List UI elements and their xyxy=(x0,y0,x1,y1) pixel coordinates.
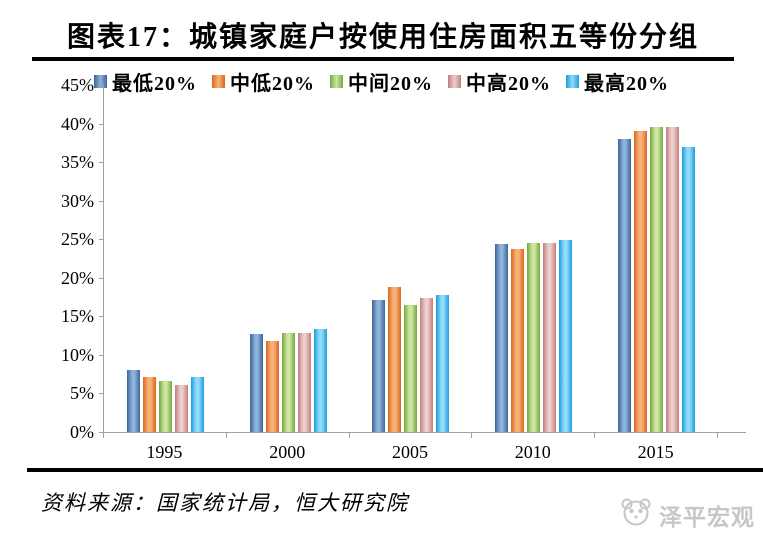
bar-最低20%-2005 xyxy=(372,300,386,432)
bar-group-2005 xyxy=(350,85,473,432)
x-axis-tick xyxy=(471,433,472,438)
y-axis-tick-label: 10% xyxy=(61,344,94,365)
bar-中低20%-2005 xyxy=(388,287,402,432)
chart-title: 图表17：城镇家庭户按使用住房面积五等份分组 xyxy=(67,22,700,53)
bar-最高20%-1995 xyxy=(190,376,204,432)
x-axis-label-2005: 2005 xyxy=(391,442,428,462)
x-axis-tick xyxy=(103,433,104,438)
chart-area: 最低20% 中低20% 中间20% 中高20% 最高20% 1995 2000 2005 20… xyxy=(0,62,763,465)
bar-最高20%-2010 xyxy=(559,240,573,432)
x-axis-label-2015: 2015 xyxy=(637,442,674,462)
legend-item-4: 中高20% xyxy=(448,67,551,96)
y-axis-tick-label: 30% xyxy=(61,190,94,211)
bar-最低20%-2010 xyxy=(495,243,509,432)
y-axis-tick-label: 40% xyxy=(61,113,94,134)
y-axis-tick xyxy=(99,85,104,86)
x-axis-tick xyxy=(594,433,595,438)
bar-最低20%-1995 xyxy=(126,369,140,432)
y-axis-tick xyxy=(99,123,104,125)
x-axis-tick xyxy=(349,433,350,438)
legend-item-3: 中间20% xyxy=(330,67,433,96)
y-axis-tick-label: 15% xyxy=(61,306,94,327)
x-axis-label-2010: 2010 xyxy=(514,442,551,462)
bar-中低20%-2015 xyxy=(634,131,648,432)
bar-groups xyxy=(104,85,718,432)
bar-最低20%-2000 xyxy=(249,334,263,432)
bar-中间20%-2005 xyxy=(404,304,418,432)
legend-item-1: 最低20% xyxy=(94,67,197,96)
y-axis-tick xyxy=(99,277,104,279)
bar-中间20%-2015 xyxy=(650,127,664,432)
bar-中间20%-1995 xyxy=(158,381,172,432)
footer-divider-rule xyxy=(27,468,763,472)
plot-area xyxy=(103,85,746,433)
y-axis-tick xyxy=(99,316,104,318)
bar-最高20%-2005 xyxy=(436,294,450,432)
bar-最高20%-2015 xyxy=(682,146,696,432)
bar-中低20%-2000 xyxy=(265,341,279,432)
y-axis-tick xyxy=(99,200,104,202)
watermark-text: 泽平宏观 xyxy=(659,504,755,530)
bar-中高20%-2010 xyxy=(543,243,557,432)
panda-logo-icon xyxy=(619,496,653,533)
y-axis-tick-label: 25% xyxy=(61,229,94,250)
bar-group-2015 xyxy=(595,85,718,432)
y-axis-tick xyxy=(99,239,104,241)
legend-label: 中低20% xyxy=(230,73,315,95)
bar-中高20%-2005 xyxy=(420,297,434,432)
y-axis-tick xyxy=(99,354,104,356)
x-axis-label-2000: 2000 xyxy=(269,442,306,462)
legend-swatch-icon xyxy=(94,75,107,88)
legend-swatch-icon xyxy=(330,75,343,88)
watermark: 泽平宏观 xyxy=(619,496,755,533)
y-axis-tick-label: 0% xyxy=(70,422,94,442)
chart-legend: 最低20% 中低20% 中间20% 中高20% 最高20% xyxy=(0,67,763,96)
title-divider-rule xyxy=(32,57,734,61)
legend-label: 最低20% xyxy=(112,73,197,95)
legend-label: 中高20% xyxy=(466,73,551,95)
bar-group-2000 xyxy=(227,85,350,432)
bar-中低20%-2010 xyxy=(511,249,525,432)
source-note: 资料来源：国家统计局，恒大研究院 xyxy=(41,491,409,515)
legend-swatch-icon xyxy=(448,75,461,88)
x-axis-tick xyxy=(717,433,718,438)
x-axis-label-1995: 1995 xyxy=(146,442,183,462)
y-axis-tick xyxy=(99,162,104,164)
bar-中间20%-2000 xyxy=(281,333,295,432)
bar-中高20%-2000 xyxy=(297,333,311,432)
bar-中高20%-2015 xyxy=(666,127,680,432)
bar-group-2010 xyxy=(472,85,595,432)
bar-中高20%-1995 xyxy=(174,385,188,432)
bar-中低20%-1995 xyxy=(142,377,156,432)
bar-group-1995 xyxy=(104,85,227,432)
x-axis-labels: 1995 2000 2005 2010 2015 xyxy=(103,442,717,463)
y-axis-tick xyxy=(99,432,104,433)
y-axis-tick-label: 5% xyxy=(70,383,94,404)
x-axis-tick xyxy=(226,433,227,438)
y-axis-tick-label: 35% xyxy=(61,152,94,173)
bar-最低20%-2015 xyxy=(618,139,632,432)
legend-item-5: 最高20% xyxy=(566,67,669,96)
legend-swatch-icon xyxy=(566,75,579,88)
legend-label: 中间20% xyxy=(348,73,433,95)
bar-最高20%-2000 xyxy=(313,328,327,432)
legend-label: 最高20% xyxy=(584,73,669,95)
y-axis-tick-label: 20% xyxy=(61,267,94,288)
legend-item-2: 中低20% xyxy=(212,67,315,96)
y-axis-tick xyxy=(99,393,104,395)
bar-中间20%-2010 xyxy=(527,243,541,432)
y-axis-tick-label: 45% xyxy=(61,75,94,95)
legend-swatch-icon xyxy=(212,75,225,88)
